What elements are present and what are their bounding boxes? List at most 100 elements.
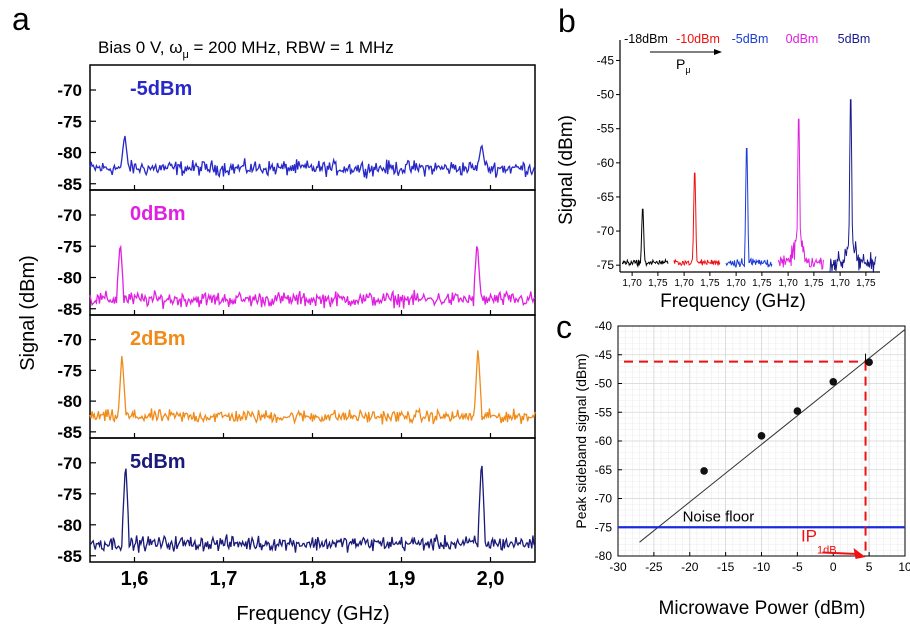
panel-label-c: c — [556, 309, 572, 345]
chart-a-title: Bias 0 V, ωμ = 200 MHz, RBW = 1 MHz — [98, 38, 394, 61]
y-tick-label: -75 — [595, 520, 613, 534]
series-label: 5dBm — [130, 451, 186, 473]
y-tick-label: -60 — [597, 156, 615, 170]
x-axis-label: Frequency (GHz) — [660, 291, 806, 312]
series-line--18dBm — [622, 208, 669, 268]
x-axis-label: Microwave Power (dBm) — [659, 598, 866, 619]
y-tick-label: -45 — [597, 53, 615, 67]
ip-arrow-head — [853, 548, 866, 559]
chart-a-title-main: Bias 0 V, ω — [98, 38, 182, 57]
x-tick-label: -30 — [609, 560, 627, 574]
y-tick-label: -70 — [57, 81, 82, 100]
x-tick-label: 1,7 — [210, 568, 238, 590]
x-tick-label: 0 — [830, 560, 837, 574]
y-tick-label: -50 — [595, 377, 613, 391]
x-tick-label: 1,70 — [726, 278, 746, 289]
x-tick-label: 1,8 — [299, 568, 327, 590]
legend-label: -18dBm — [624, 32, 668, 46]
data-point — [757, 432, 766, 440]
y-tick-label: -55 — [595, 405, 613, 419]
x-tick-label: 1,70 — [778, 278, 798, 289]
y-tick-label: -70 — [57, 206, 82, 225]
y-axis-label: Peak sideband signal (dBm) — [573, 353, 589, 528]
x-tick-label: -5 — [792, 560, 803, 574]
series-line-5dBm — [89, 465, 536, 553]
x-tick-label: 1,75 — [752, 278, 772, 289]
x-tick-label: 2,0 — [477, 568, 505, 590]
y-tick-label: -70 — [57, 331, 82, 350]
subplot-3: -70 -75 -80 -85 2dBm — [57, 314, 536, 442]
y-axis-label: Signal (dBm) — [17, 255, 39, 371]
series-label: 0dBm — [130, 203, 186, 225]
y-tick-label: -50 — [597, 88, 615, 102]
series-label: 2dBm — [130, 328, 186, 350]
y-tick-label: -80 — [57, 144, 82, 163]
y-tick-label: -60 — [595, 434, 613, 448]
y-tick-label: -40 — [595, 319, 613, 333]
pmu-label: Pμ — [676, 56, 691, 75]
data-point — [700, 467, 708, 475]
series-line--10dBm — [673, 172, 721, 267]
series-line--5dBm — [725, 148, 773, 269]
x-axis-label: Frequency (GHz) — [236, 603, 389, 625]
x-tick-label: 1,75 — [856, 278, 876, 289]
y-tick-label: -65 — [597, 190, 615, 204]
legend-label: -10dBm — [676, 32, 720, 46]
panel-label-a: a — [12, 1, 30, 37]
data-point — [865, 358, 873, 367]
pmu-label-main: P — [676, 56, 685, 72]
legend-label: -5dBm — [732, 32, 769, 46]
ip-label-sub: 1dB — [817, 545, 837, 557]
y-tick-label: -55 — [597, 122, 615, 136]
series-line-0dBm — [89, 244, 536, 309]
y-tick-label: -75 — [597, 258, 615, 272]
y-tick-label: -80 — [57, 516, 82, 535]
series-line-2dBm — [89, 350, 536, 425]
y-tick-label: -70 — [595, 492, 613, 506]
y-axis-label: Signal (dBm) — [556, 115, 577, 225]
x-tick-label: 10 — [898, 560, 910, 574]
pmu-arrow-head — [714, 49, 722, 55]
ip-arrow — [822, 551, 858, 555]
y-tick-label: -80 — [57, 269, 82, 288]
series-line-0dBm — [777, 118, 825, 271]
panel-b: -45 -50 -55 -60 -65 -70 -75 -18dBm 1,70 1,75 -10dB… — [556, 32, 880, 312]
x-tick-label: 5 — [866, 560, 873, 574]
y-tick-label: -75 — [57, 485, 82, 504]
pmu-label-sub: μ — [685, 65, 690, 75]
x-tick-label: 1,75 — [700, 278, 720, 289]
x-tick-label: -15 — [717, 560, 735, 574]
x-tick-label: 1,6 — [121, 568, 149, 590]
y-tick-label: -75 — [57, 112, 82, 131]
subplot-1: -70 -75 -80 -85 -5dBm — [57, 64, 536, 194]
x-tick-label: 1,70 — [622, 278, 642, 289]
subplot-2: -70 -75 -80 -85 0dBm — [57, 189, 536, 319]
y-tick-label: -85 — [57, 300, 82, 319]
y-tick-label: -45 — [595, 348, 613, 362]
series-line-5dBm — [829, 99, 877, 273]
y-tick-label: -80 — [595, 549, 613, 563]
panel-c: -40-45-50-55-60-65-70-75-80-30 -25 -20 -15-… — [573, 319, 910, 619]
x-tick-label: -10 — [753, 560, 771, 574]
panel-label-b: b — [558, 3, 576, 39]
y-tick-label: -85 — [57, 423, 82, 442]
x-tick-label: 1,75 — [648, 278, 668, 289]
y-tick-label: -70 — [57, 454, 82, 473]
y-tick-label: -85 — [57, 547, 82, 566]
y-tick-label: -85 — [57, 175, 82, 194]
legend-label: 5dBm — [838, 32, 871, 46]
subplot-4: -70 -75 -80 -85 5dBm — [57, 437, 536, 566]
x-tick-label: -20 — [681, 560, 699, 574]
data-point — [793, 407, 802, 415]
x-tick-label: 1,70 — [830, 278, 850, 289]
fit-line — [639, 329, 906, 543]
x-tick-label: 1,9 — [388, 568, 416, 590]
y-tick-label: -75 — [57, 361, 82, 380]
y-tick-label: -70 — [597, 224, 615, 238]
y-tick-label: -65 — [595, 463, 613, 477]
x-tick-label: 1,75 — [804, 278, 824, 289]
y-tick-label: -80 — [57, 392, 82, 411]
y-tick-label: -75 — [57, 237, 82, 256]
series-label: -5dBm — [130, 78, 192, 100]
